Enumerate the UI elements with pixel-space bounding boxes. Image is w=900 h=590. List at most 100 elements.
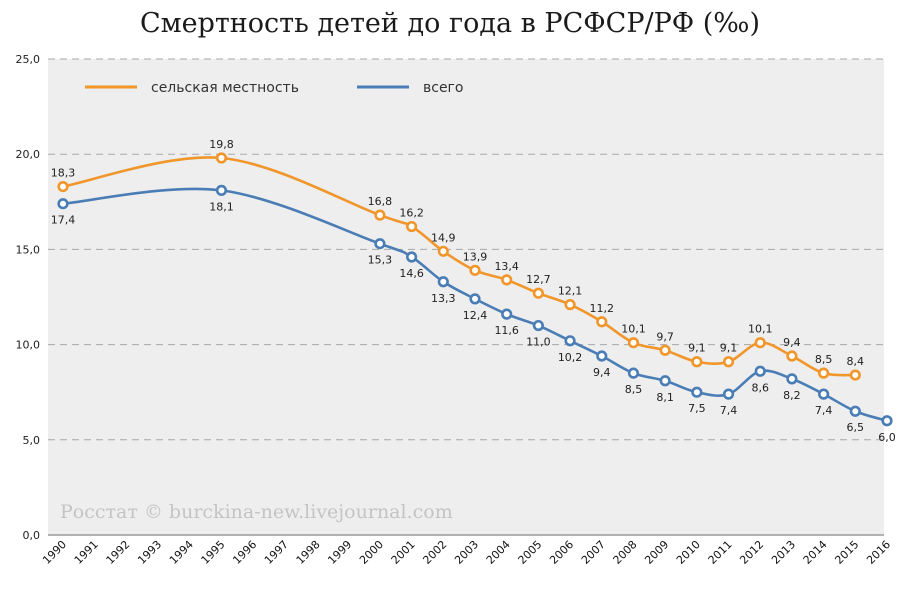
y-axis-ticks: 0,0 5,0 10,0 15,0 20,0 25,0 <box>16 53 41 542</box>
x-tick-label: 1991 <box>72 538 101 567</box>
data-point <box>659 344 671 356</box>
data-point <box>691 356 703 368</box>
data-point <box>722 388 735 400</box>
data-label: 9,4 <box>783 336 801 349</box>
x-tick-label: 1990 <box>40 538 69 567</box>
data-label: 12,7 <box>526 273 551 286</box>
data-point <box>532 287 544 299</box>
data-point <box>818 367 830 379</box>
data-point <box>691 386 703 398</box>
data-point <box>57 180 69 193</box>
data-label: 8,6 <box>751 381 769 394</box>
x-tick-label: 2007 <box>579 538 608 567</box>
data-point <box>406 251 418 263</box>
x-tick-label: 1993 <box>135 538 164 567</box>
data-label: 10,1 <box>621 323 646 336</box>
data-label: 7,4 <box>720 404 738 417</box>
data-point <box>659 375 671 387</box>
data-point <box>818 388 830 400</box>
data-label: 14,9 <box>431 231 456 244</box>
data-point <box>849 405 861 417</box>
data-point <box>786 373 798 385</box>
x-tick-label: 2001 <box>389 538 418 567</box>
y-tick-label: 15,0 <box>16 243 41 256</box>
data-label: 7,4 <box>815 404 833 417</box>
x-tick-label: 2003 <box>452 538 481 567</box>
data-point <box>722 356 735 368</box>
y-tick-label: 5,0 <box>23 434 41 447</box>
x-tick-label: 2014 <box>801 538 830 567</box>
data-point <box>564 335 576 347</box>
data-label: 7,5 <box>688 402 706 415</box>
x-tick-label: 2010 <box>674 538 703 567</box>
data-label: 16,2 <box>399 207 424 220</box>
x-axis-ticks: 1990 1991 1992 1993 1994 1995 1996 1997 1998 1999… <box>40 538 893 567</box>
data-label: 13,3 <box>431 292 456 305</box>
data-point <box>754 365 766 377</box>
data-point <box>627 367 640 379</box>
data-label: 18,3 <box>51 167 76 180</box>
data-point <box>596 316 608 328</box>
data-label: 8,2 <box>783 389 801 402</box>
data-point <box>849 369 861 381</box>
legend-label: сельская местность <box>151 80 299 96</box>
y-tick-label: 25,0 <box>16 53 41 66</box>
legend: сельская местность всего <box>85 80 463 96</box>
data-point <box>754 337 766 349</box>
data-point <box>374 209 386 221</box>
data-label: 13,9 <box>463 250 488 263</box>
x-tick-label: 1998 <box>294 538 323 567</box>
y-tick-label: 0,0 <box>23 529 41 542</box>
data-point <box>596 350 608 362</box>
x-tick-label: 2015 <box>832 538 861 567</box>
data-point <box>564 299 576 311</box>
data-label: 9,1 <box>720 342 738 355</box>
data-point <box>501 308 513 320</box>
plot-area <box>48 59 884 535</box>
data-point <box>57 198 69 210</box>
data-label: 13,4 <box>494 260 519 273</box>
data-point <box>406 220 418 233</box>
data-label: 6,0 <box>878 431 896 444</box>
data-point <box>374 238 386 250</box>
data-label: 11,0 <box>526 336 551 349</box>
x-tick-label: 2012 <box>737 538 766 567</box>
data-label: 12,4 <box>463 309 488 322</box>
x-tick-label: 2016 <box>864 538 893 567</box>
x-tick-label: 2002 <box>420 538 449 567</box>
data-label: 8,1 <box>656 391 674 404</box>
x-tick-label: 1995 <box>199 538 228 567</box>
data-point <box>469 293 481 305</box>
data-point <box>215 152 228 164</box>
data-label: 8,5 <box>815 353 833 366</box>
data-label: 9,4 <box>593 366 611 379</box>
data-label: 8,5 <box>625 383 643 396</box>
x-tick-label: 1997 <box>262 538 291 567</box>
x-tick-label: 1994 <box>167 538 196 567</box>
data-labels: 18,3 19,8 16,8 16,2 14,9 13,9 13,4 12,7 12,1 11,2… <box>51 138 896 444</box>
chart-title: Смертность детей до года в РСФСР/РФ (‰) <box>139 8 761 39</box>
x-tick-label: 2011 <box>706 538 735 567</box>
data-label: 15,3 <box>368 254 393 267</box>
x-tick-label: 2006 <box>547 538 576 567</box>
x-tick-label: 1999 <box>325 538 354 567</box>
data-point <box>215 184 228 196</box>
x-tick-label: 2009 <box>642 538 671 567</box>
data-point <box>501 274 513 286</box>
x-tick-label: 2000 <box>357 538 386 567</box>
x-tick-label: 2004 <box>484 538 513 567</box>
data-label: 19,8 <box>209 138 234 151</box>
data-label: 12,1 <box>558 285 583 298</box>
watermark-text: Росстат © burckina-new.livejournal.com <box>60 501 453 523</box>
data-label: 8,4 <box>847 355 865 368</box>
data-point <box>627 337 640 349</box>
x-tick-label: 1992 <box>104 538 133 567</box>
data-label: 18,1 <box>209 200 234 213</box>
data-point <box>786 350 798 362</box>
data-label: 17,4 <box>51 214 76 227</box>
legend-label: всего <box>423 80 463 96</box>
data-label: 9,1 <box>688 342 706 355</box>
data-label: 10,2 <box>558 351 583 364</box>
data-label: 10,1 <box>748 323 773 336</box>
